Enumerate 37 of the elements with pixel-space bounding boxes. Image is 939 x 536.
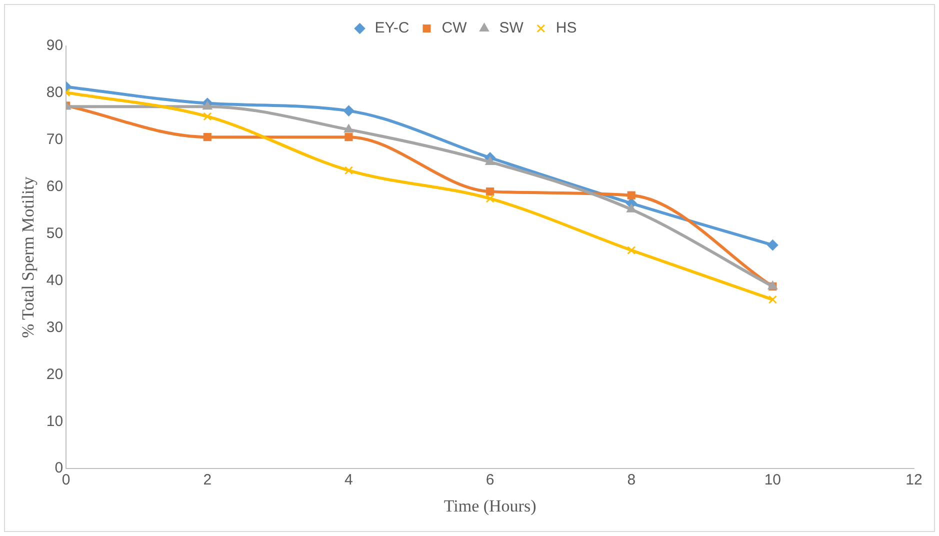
legend-label: HS bbox=[556, 20, 577, 37]
legend-label: SW bbox=[499, 20, 524, 37]
point bbox=[768, 295, 777, 304]
y-tick-label: 70 bbox=[46, 131, 64, 148]
point bbox=[344, 166, 354, 175]
x-tick-label: 12 bbox=[906, 472, 922, 489]
point bbox=[627, 191, 636, 200]
y-tick-label: 40 bbox=[46, 272, 64, 289]
x-axis-title: Time (Hours) bbox=[444, 496, 536, 516]
y-tick-label: 50 bbox=[46, 224, 64, 242]
y-tick-label: 0 bbox=[54, 460, 64, 477]
x-tick-label: 10 bbox=[764, 472, 782, 489]
y-axis-title: % Total Sperm Motility bbox=[18, 176, 38, 338]
legend-label: CW bbox=[442, 20, 468, 37]
point bbox=[343, 105, 354, 116]
x-tick-label: 8 bbox=[627, 472, 636, 489]
point bbox=[767, 240, 778, 251]
y-tick-label: 60 bbox=[46, 178, 64, 196]
x-tick-label: 4 bbox=[344, 472, 353, 489]
point bbox=[485, 156, 495, 165]
point bbox=[203, 133, 212, 142]
point bbox=[627, 246, 636, 255]
y-tick-label: 30 bbox=[46, 318, 64, 336]
point bbox=[203, 112, 212, 121]
x-tick-label: 6 bbox=[486, 472, 494, 489]
legend-label: EY-C bbox=[374, 20, 410, 37]
point bbox=[486, 188, 494, 196]
y-tick-label: 10 bbox=[46, 412, 64, 430]
point bbox=[202, 101, 212, 110]
point bbox=[344, 124, 354, 133]
x-tick-label: 2 bbox=[203, 472, 212, 489]
y-tick-label: 20 bbox=[46, 366, 64, 383]
point bbox=[626, 204, 636, 212]
y-tick-label: 80 bbox=[46, 84, 64, 102]
point bbox=[344, 133, 353, 142]
y-tick-label: 90 bbox=[46, 37, 64, 54]
point bbox=[486, 194, 494, 203]
